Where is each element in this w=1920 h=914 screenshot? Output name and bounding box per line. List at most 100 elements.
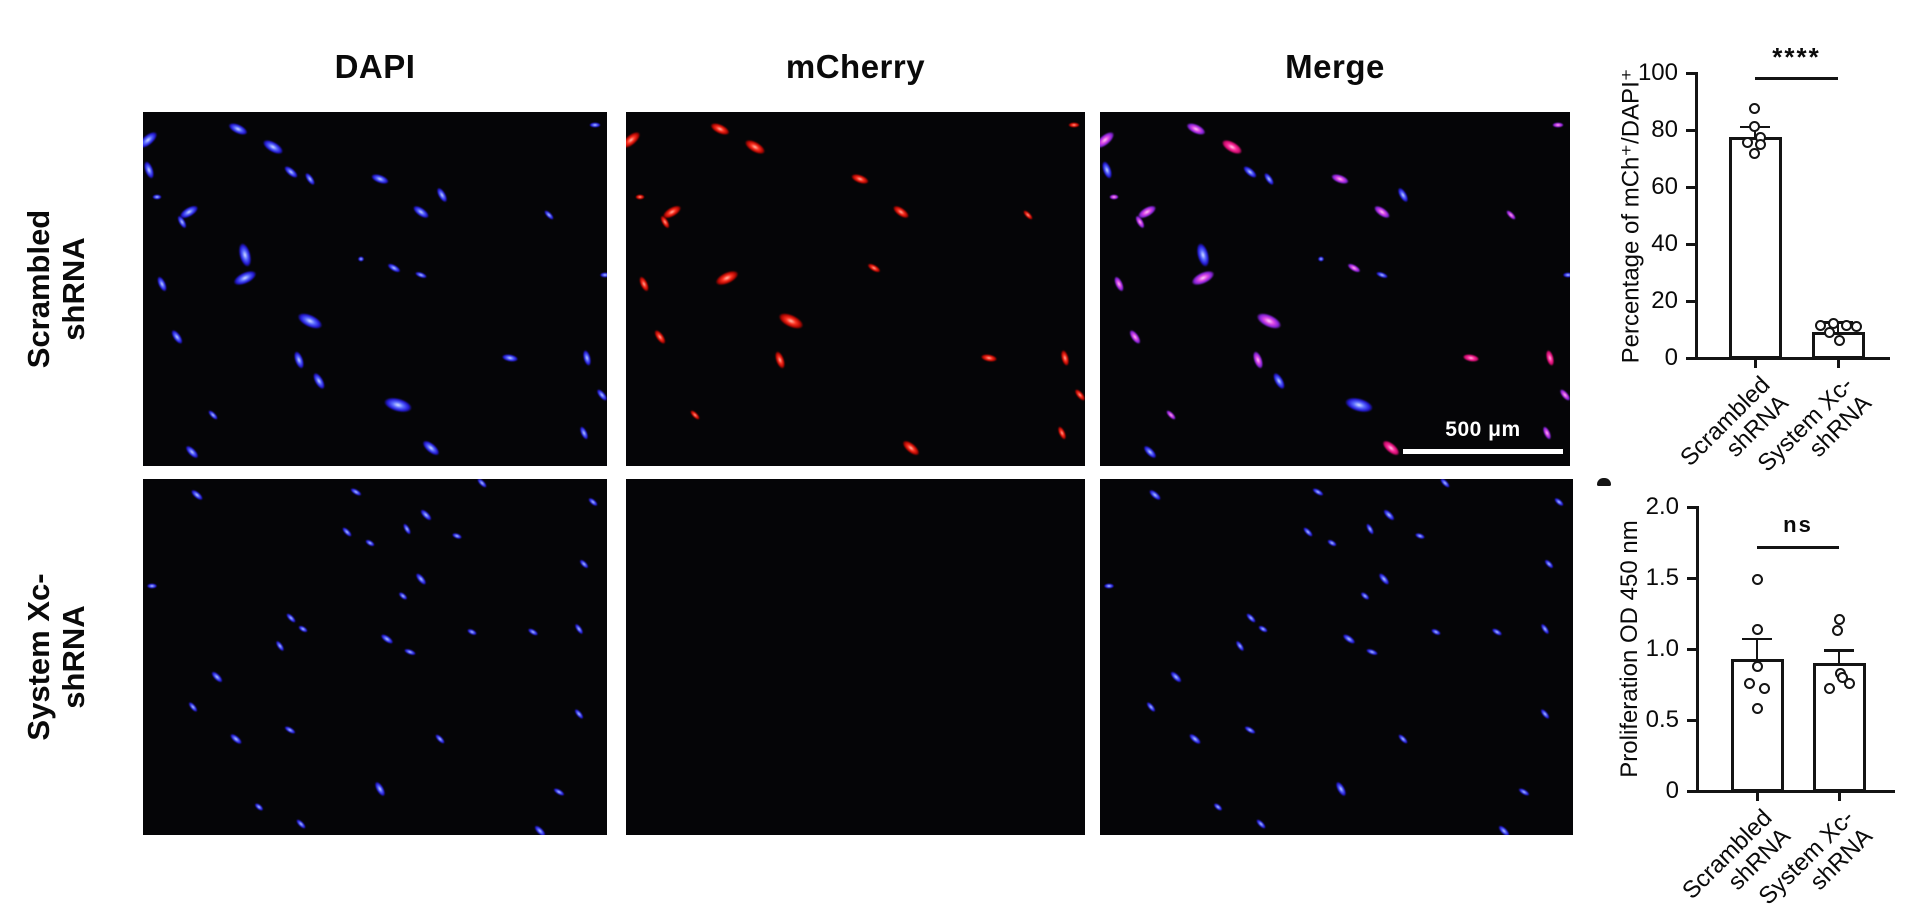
scatter-point	[1823, 327, 1835, 339]
cell-signal-dot	[1380, 438, 1402, 459]
y-tick	[1687, 505, 1696, 509]
cell-nucleus-dot	[303, 171, 317, 187]
cell-signal-dot	[1185, 120, 1208, 137]
cell-nucleus-dot	[414, 571, 429, 586]
y-tick-label: 80	[1651, 116, 1678, 143]
cell-nucleus-dot	[1141, 443, 1158, 460]
cell-nucleus-dot	[210, 669, 225, 684]
cell-signal-dot	[866, 261, 882, 274]
y-tick-label: 40	[1651, 230, 1678, 257]
cell-signal-dot	[1505, 208, 1518, 221]
cell-signal-dot	[773, 349, 788, 370]
cell-nucleus-dot	[294, 818, 307, 831]
cell-signal-dot	[1329, 172, 1350, 187]
cell-signal-dot	[1112, 275, 1126, 294]
y-tick	[1687, 789, 1696, 793]
scatter-point	[1758, 683, 1770, 695]
x-tick	[1836, 360, 1840, 368]
y-axis	[1695, 72, 1698, 360]
micrograph-row1-dapi	[143, 112, 607, 466]
cell-nucleus-dot	[1539, 622, 1551, 635]
micrograph-row2-mcherry	[626, 479, 1085, 835]
y-tick-label: 60	[1651, 173, 1678, 200]
bar	[1730, 658, 1784, 792]
cell-signal-dot	[1164, 408, 1177, 421]
cell-signal-dot	[850, 172, 870, 187]
cell-nucleus-dot	[573, 622, 585, 635]
y-tick	[1686, 299, 1695, 303]
y-tick	[1687, 576, 1696, 580]
x-tick	[1753, 360, 1757, 368]
cell-signal-dot	[637, 275, 651, 294]
cell-signal-dot	[1558, 387, 1570, 403]
cell-nucleus-dot	[1396, 732, 1409, 745]
cell-signal-dot	[1190, 268, 1217, 289]
y-tick-label: 0	[1665, 777, 1679, 804]
row-label-system-xc-shrna: System Xc- shRNA	[21, 573, 91, 741]
micrograph-row2-dapi	[143, 479, 607, 835]
error-bar-cap	[1824, 649, 1854, 652]
cell-nucleus-dot	[147, 583, 158, 589]
cell-nucleus-dot	[1552, 496, 1565, 508]
y-tick	[1686, 242, 1695, 246]
cell-nucleus-dot	[189, 488, 205, 502]
cell-nucleus-dot	[1543, 558, 1556, 571]
cell-nucleus-dot	[379, 632, 395, 646]
cell-nucleus-dot	[1254, 818, 1267, 831]
cell-nucleus-dot	[311, 371, 328, 391]
cell-nucleus-dot	[1326, 538, 1338, 548]
cell-nucleus-dot	[1359, 591, 1371, 602]
cell-nucleus-dot	[1145, 700, 1157, 714]
cell-nucleus-dot	[414, 270, 428, 280]
cell-nucleus-dot	[1381, 507, 1396, 522]
cell-nucleus-dot	[1439, 479, 1452, 489]
y-tick-label: 2.0	[1645, 493, 1679, 520]
cell-signal-dot	[1073, 387, 1085, 403]
significance-label: ns	[1783, 512, 1813, 537]
y-tick	[1687, 718, 1696, 722]
cell-nucleus-dot	[369, 172, 390, 187]
cell-signal-dot	[1127, 328, 1143, 347]
cell-nucleus-dot	[411, 203, 432, 221]
x-axis	[1695, 357, 1890, 360]
cell-nucleus-dot	[187, 700, 199, 714]
cell-nucleus-dot	[1414, 531, 1426, 541]
cell-signal-dot	[1059, 349, 1071, 367]
cell-nucleus-dot	[402, 522, 413, 536]
cell-nucleus-dot	[418, 507, 434, 522]
bar	[1728, 137, 1782, 359]
cell-signal-dot	[1056, 425, 1068, 441]
cell-nucleus-dot	[397, 591, 409, 602]
scatter-point	[1751, 660, 1763, 672]
scatter-point	[1751, 573, 1763, 585]
cell-signal-dot	[688, 408, 701, 421]
y-tick-label: 0.5	[1645, 706, 1679, 733]
y-tick-label: 100	[1637, 59, 1678, 86]
cell-nucleus-dot	[1375, 270, 1389, 280]
cell-nucleus-dot	[260, 137, 285, 158]
cell-nucleus-dot	[552, 787, 566, 798]
cell-nucleus-dot	[1194, 242, 1212, 269]
x-tick	[1755, 793, 1759, 801]
y-tick	[1686, 356, 1695, 360]
micrograph-row2-merge	[1100, 479, 1573, 835]
scatter-point	[1833, 613, 1845, 625]
bar-chart-mcherry-dapi-percentage: Percentage of mCh⁺/DAPI⁺ 0 20 40 60 80 100 ****…	[1580, 30, 1920, 480]
cell-signal-dot	[1372, 203, 1392, 221]
scatter-point	[1840, 320, 1852, 332]
cell-nucleus-dot	[403, 647, 417, 657]
scatter-point	[1823, 683, 1835, 695]
cell-nucleus-dot	[169, 328, 185, 347]
cell-signal-dot	[626, 129, 643, 152]
cell-nucleus-dot	[1430, 627, 1442, 637]
error-bar-cap	[1742, 637, 1772, 641]
cell-nucleus-dot	[587, 496, 599, 508]
cell-signal-dot	[1100, 129, 1117, 152]
cell-nucleus-dot	[1517, 787, 1531, 798]
scatter-point	[1751, 703, 1763, 715]
cell-nucleus-dot	[475, 479, 488, 489]
cell-nucleus-dot	[1491, 627, 1504, 637]
cell-signal-dot	[713, 268, 741, 289]
y-tick-label: 0	[1664, 344, 1678, 371]
column-header-mcherry: mCherry	[785, 48, 926, 85]
